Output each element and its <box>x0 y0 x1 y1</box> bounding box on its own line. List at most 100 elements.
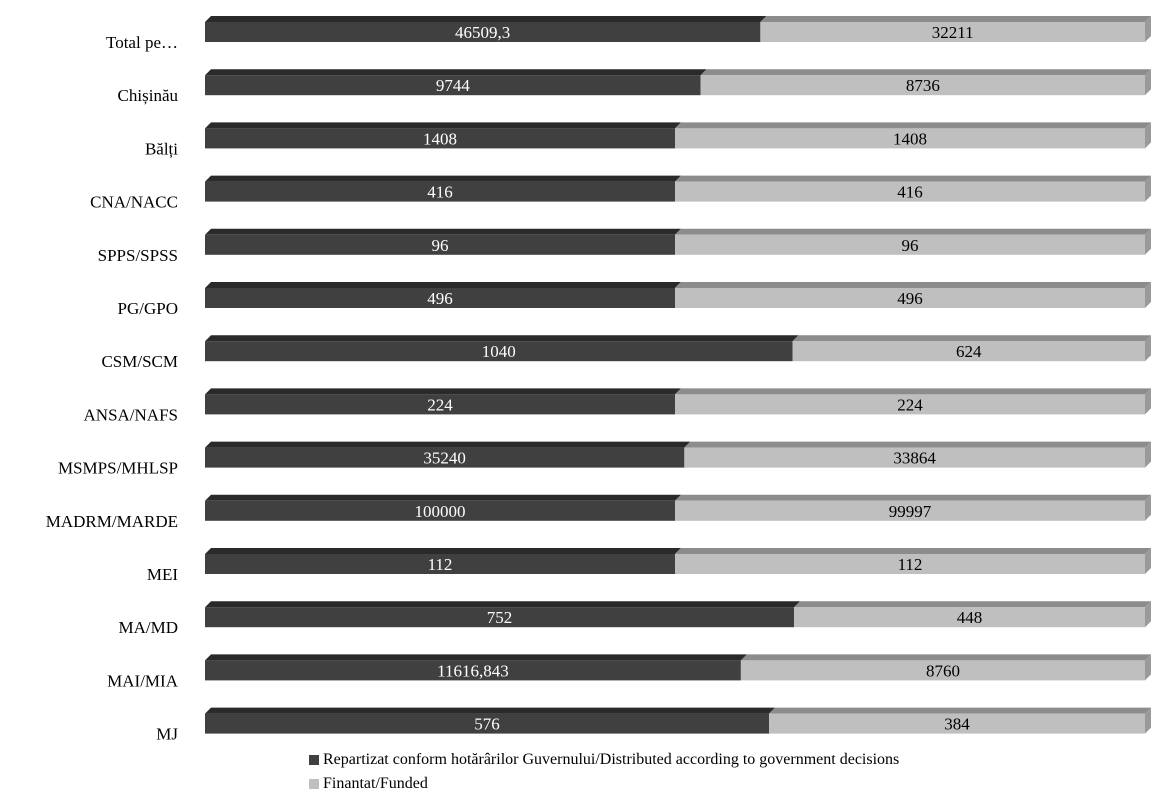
bar-top-funded <box>684 441 1151 448</box>
bar-top-funded <box>675 494 1151 501</box>
category-label: CNA/NACC <box>90 193 178 212</box>
bar-top-funded <box>675 122 1151 129</box>
data-label-funded: 8736 <box>906 76 940 95</box>
bar-row: 752 448 MA/MD <box>118 601 1151 637</box>
data-label-distributed: 416 <box>427 183 453 202</box>
bar-row: 9744 8736 Chișinău <box>118 69 1151 105</box>
data-label-distributed: 752 <box>487 608 513 627</box>
data-label-distributed: 224 <box>427 395 453 414</box>
data-label-funded: 1408 <box>893 129 927 148</box>
data-label-funded: 384 <box>944 715 970 734</box>
data-label-distributed: 9744 <box>436 76 471 95</box>
bar-distributed <box>205 660 741 681</box>
bar-funded <box>675 128 1145 149</box>
category-label: ANSA/NAFS <box>84 405 178 424</box>
bar-top-funded <box>675 388 1151 395</box>
bar-distributed <box>205 75 701 96</box>
bar-top-funded <box>760 16 1151 22</box>
bar-side-funded <box>1145 16 1151 42</box>
bar-top-funded <box>740 654 1151 661</box>
bar-funded <box>684 447 1145 468</box>
bar-top-distributed <box>205 228 681 235</box>
data-label-funded: 224 <box>897 395 923 414</box>
bar-side-funded <box>1145 601 1151 628</box>
bar-top-funded <box>794 601 1151 608</box>
bar-top-distributed <box>205 441 691 448</box>
bar-row: 112 112 MEI <box>147 548 1151 584</box>
bar-side-funded <box>1145 441 1151 468</box>
bar-top-funded <box>675 228 1151 235</box>
bar-top-funded <box>700 69 1151 76</box>
bar-top-distributed <box>205 122 681 129</box>
bar-funded <box>794 607 1145 628</box>
bar-distributed <box>205 128 675 149</box>
bar-row: 1040 624 CSM/SCM <box>101 335 1151 371</box>
bar-top-distributed <box>205 282 681 288</box>
bar-row: 35240 33864 MSMPS/MHLSP <box>58 441 1151 478</box>
bar-side-funded <box>1145 548 1151 574</box>
data-label-distributed: 11616,843 <box>437 661 509 680</box>
bar-distributed <box>205 22 761 42</box>
bar-side-funded <box>1145 388 1151 415</box>
bar-distributed <box>205 234 675 255</box>
bar-top-distributed <box>205 175 681 182</box>
bar-funded <box>675 234 1145 255</box>
bar-row: 11616,843 8760 MAI/MIA <box>107 654 1151 690</box>
category-label: Total pe… <box>106 33 178 52</box>
legend: Repartizat conform hotărârilor Guvernulu… <box>309 748 899 796</box>
category-label: Bălți <box>145 139 178 158</box>
bar-top-distributed <box>205 16 767 22</box>
bar-funded <box>792 341 1145 362</box>
bar-top-distributed <box>205 601 801 608</box>
bar-funded <box>675 394 1145 415</box>
bar-row: 100000 99997 MADRM/MARDE <box>46 494 1151 531</box>
data-label-distributed: 96 <box>432 236 449 255</box>
bar-distributed <box>205 394 675 415</box>
data-label-funded: 96 <box>902 236 919 255</box>
bar-side-funded <box>1145 335 1151 362</box>
bar-top-funded <box>675 548 1151 554</box>
bar-funded <box>675 181 1145 202</box>
legend-item-funded: Finantat/Funded <box>309 772 899 796</box>
bar-distributed <box>205 447 685 468</box>
data-label-distributed: 100000 <box>415 502 466 521</box>
data-label-funded: 99997 <box>889 502 932 521</box>
bar-funded <box>769 713 1145 734</box>
bar-side-funded <box>1145 654 1151 681</box>
bar-funded <box>700 75 1145 96</box>
data-label-funded: 416 <box>897 183 923 202</box>
category-label: MA/MD <box>118 618 178 637</box>
bar-top-funded <box>675 175 1151 182</box>
category-label: MSMPS/MHLSP <box>58 459 178 478</box>
data-label-funded: 8760 <box>926 661 960 680</box>
bar-row: 46509,3 32211 Total pe… <box>106 16 1151 52</box>
bar-side-funded <box>1145 494 1151 521</box>
legend-swatch-distributed <box>309 755 319 765</box>
data-label-distributed: 576 <box>474 715 500 734</box>
bar-distributed <box>205 500 676 521</box>
bar-distributed <box>205 607 795 628</box>
data-label-distributed: 1408 <box>423 129 457 148</box>
category-label: MEI <box>147 565 179 584</box>
data-label-distributed: 112 <box>428 555 453 574</box>
bar-top-distributed <box>205 494 682 501</box>
data-label-distributed: 496 <box>427 289 453 308</box>
bar-top-distributed <box>205 707 775 714</box>
bar-row: 416 416 CNA/NACC <box>90 175 1151 212</box>
bar-funded <box>760 22 1145 42</box>
data-label-distributed: 46509,3 <box>455 23 510 42</box>
category-label: MJ <box>156 725 178 744</box>
bar-side-funded <box>1145 69 1151 96</box>
data-label-distributed: 1040 <box>482 342 516 361</box>
data-label-funded: 496 <box>897 289 923 308</box>
bar-funded <box>675 554 1145 574</box>
category-label: PG/GPO <box>118 299 178 318</box>
bar-side-funded <box>1145 175 1151 202</box>
bar-funded <box>675 288 1145 308</box>
bar-side-funded <box>1145 122 1151 149</box>
bar-side-funded <box>1145 228 1151 255</box>
bar-top-distributed <box>205 335 799 342</box>
legend-label-distributed: Repartizat conform hotărârilor Guvernulu… <box>323 751 900 768</box>
bar-side-funded <box>1145 707 1151 734</box>
